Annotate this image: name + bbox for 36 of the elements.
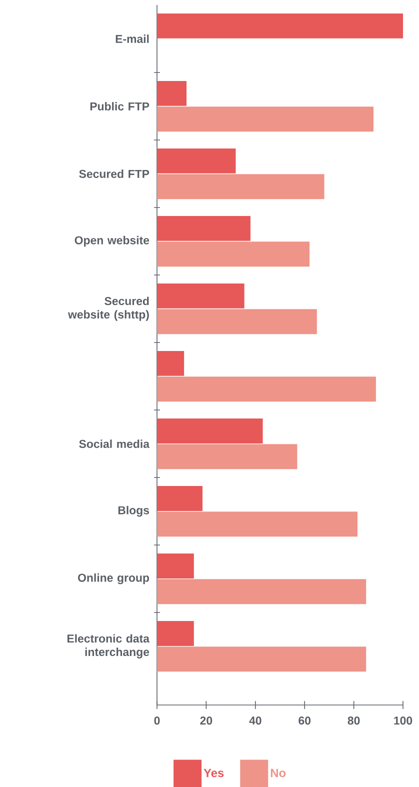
bar: [156, 620, 194, 646]
bar: [156, 283, 244, 308]
bar: [156, 486, 203, 511]
bar: [156, 646, 366, 672]
legend-label: Yes: [204, 768, 224, 778]
y-tick-label: E-mail: [116, 34, 149, 43]
bar: [156, 579, 366, 604]
y-tick-label: Blogs: [118, 506, 150, 517]
bar: [156, 174, 324, 200]
y-tick-label: Social media: [79, 440, 150, 448]
x-tick-label: 60: [298, 716, 311, 725]
bar: [156, 444, 298, 470]
legend-label: No: [270, 768, 286, 778]
bar: [156, 13, 403, 38]
x-tick-label: 20: [200, 716, 212, 725]
x-tick-label: 0: [154, 716, 160, 725]
bar: [156, 106, 374, 132]
x-tick-label: 100: [394, 716, 412, 725]
y-tick-label: Public FTP: [90, 102, 150, 110]
bar: [156, 216, 250, 241]
x-tick-label: 80: [348, 716, 360, 725]
y-tick-label: Electronic data interchange: [67, 634, 150, 658]
y-tick-label: Open website: [74, 236, 150, 247]
y-tick-label: Secured FTP: [79, 170, 150, 178]
y-tick-label: Secured website (shttp): [68, 296, 149, 321]
bar: [156, 553, 194, 578]
bar: [156, 350, 184, 376]
y-tick-label: Online group: [78, 573, 150, 584]
bar: [156, 418, 263, 444]
bar: [156, 309, 317, 334]
bar: [156, 242, 310, 267]
bar: [156, 376, 376, 402]
bar: [156, 80, 187, 106]
bar: [156, 512, 358, 537]
bar: [156, 148, 236, 174]
x-tick-label: 40: [249, 716, 262, 725]
